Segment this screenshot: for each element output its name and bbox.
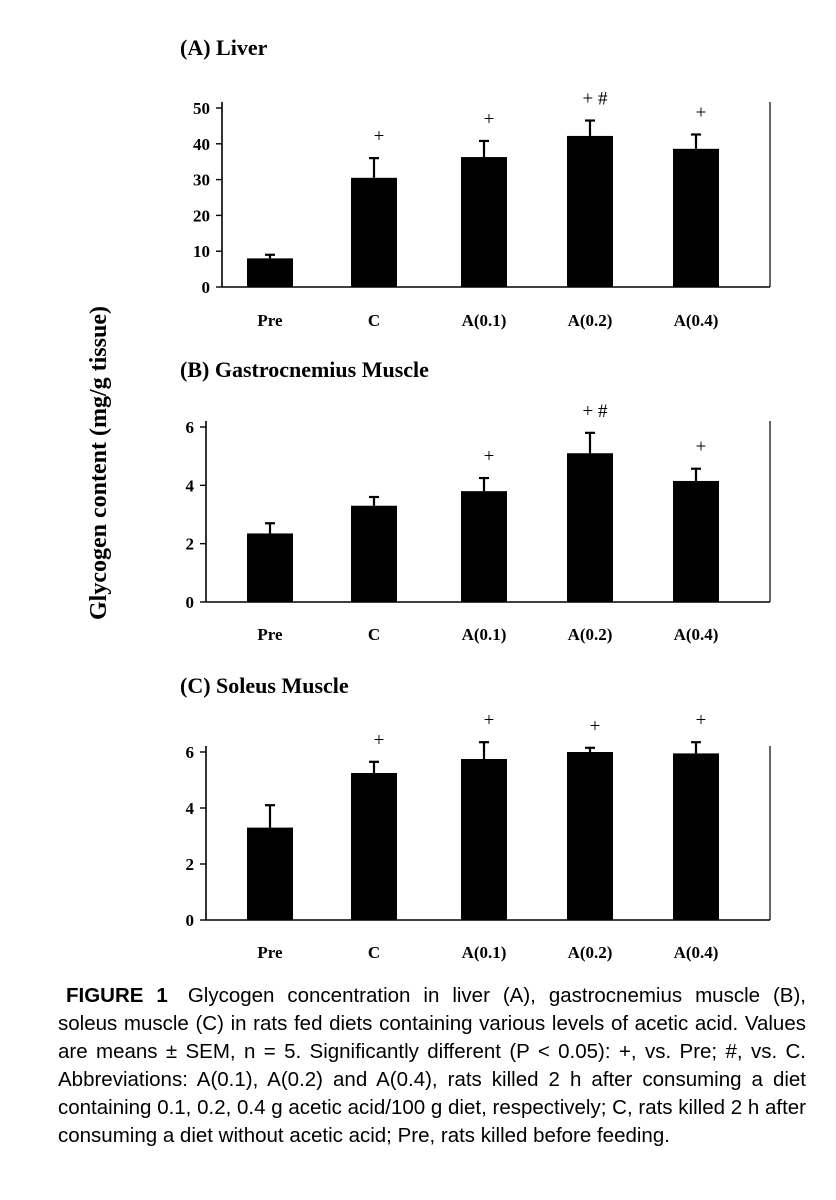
liver-y-tick-label: 10 <box>193 242 210 261</box>
gastrocnemius-y-tick-label: 4 <box>186 476 195 495</box>
liver-significance-mark: + <box>484 109 495 130</box>
soleus-bar <box>461 759 507 920</box>
soleus-category-label: Pre <box>257 943 283 962</box>
liver-category-label: C <box>368 311 380 330</box>
gastrocnemius-bar <box>461 491 507 602</box>
liver-significance-mark: + <box>374 126 385 147</box>
liver-category-label: A(0.2) <box>568 311 613 330</box>
soleus-bar <box>247 827 293 920</box>
liver-significance-mark: + # <box>583 89 608 110</box>
gastrocnemius-category-label: A(0.1) <box>462 625 507 644</box>
liver-y-tick-label: 0 <box>202 278 211 297</box>
gastrocnemius-y-tick-label: 6 <box>186 418 195 437</box>
soleus-category-label: C <box>368 943 380 962</box>
liver-y-tick-label: 40 <box>193 135 210 154</box>
liver-y-tick-label: 20 <box>193 206 210 225</box>
gastrocnemius-y-tick-label: 0 <box>186 593 195 612</box>
soleus-y-tick-label: 4 <box>186 799 195 818</box>
gastrocnemius-bar <box>351 505 397 602</box>
liver-bar <box>673 148 719 287</box>
soleus-significance-mark: + <box>590 716 601 737</box>
soleus-y-tick-label: 2 <box>186 855 195 874</box>
liver-y-tick-label: 50 <box>193 99 210 118</box>
caption-label: FIGURE 1 <box>66 984 168 1007</box>
gastrocnemius-bar <box>673 480 719 602</box>
soleus-significance-mark: + <box>696 710 707 731</box>
liver-category-label: A(0.4) <box>674 311 719 330</box>
liver-bar <box>351 177 397 287</box>
figure-caption: FIGURE 1 Glycogen concentration in liver … <box>58 982 806 1150</box>
liver-category-label: Pre <box>257 311 283 330</box>
liver-significance-mark: + <box>696 102 707 123</box>
gastrocnemius-category-label: A(0.4) <box>674 625 719 644</box>
liver-y-tick-label: 30 <box>193 171 210 190</box>
liver-bar <box>567 135 613 287</box>
caption-text: Glycogen concentration in liver (A), gas… <box>58 984 807 1147</box>
gastrocnemius-category-label: Pre <box>257 625 283 644</box>
soleus-panel-title: (C) Soleus Muscle <box>180 673 349 698</box>
soleus-significance-mark: + <box>484 710 495 731</box>
soleus-category-label: A(0.1) <box>462 943 507 962</box>
soleus-bar <box>351 773 397 920</box>
gastrocnemius-significance-mark: + <box>484 446 495 467</box>
gastrocnemius-bar <box>567 453 613 602</box>
gastrocnemius-bar <box>247 533 293 602</box>
gastrocnemius-panel-title: (B) Gastrocnemius Muscle <box>180 357 429 382</box>
soleus-category-label: A(0.2) <box>568 943 613 962</box>
gastrocnemius-significance-mark: + # <box>583 401 608 422</box>
y-axis-label: Glycogen content (mg/g tissue) <box>86 306 112 620</box>
gastrocnemius-category-label: C <box>368 625 380 644</box>
gastrocnemius-category-label: A(0.2) <box>568 625 613 644</box>
soleus-category-label: A(0.4) <box>674 943 719 962</box>
liver-bar <box>461 157 507 287</box>
gastrocnemius-significance-mark: + <box>696 437 707 458</box>
soleus-bar <box>673 753 719 920</box>
soleus-bar <box>567 752 613 920</box>
gastrocnemius-y-tick-label: 2 <box>186 535 195 554</box>
liver-panel-title: (A) Liver <box>180 35 268 60</box>
soleus-y-tick-label: 0 <box>186 911 195 930</box>
liver-bar <box>247 258 293 287</box>
soleus-y-tick-label: 6 <box>186 743 195 762</box>
soleus-significance-mark: + <box>374 730 385 751</box>
liver-category-label: A(0.1) <box>462 311 507 330</box>
